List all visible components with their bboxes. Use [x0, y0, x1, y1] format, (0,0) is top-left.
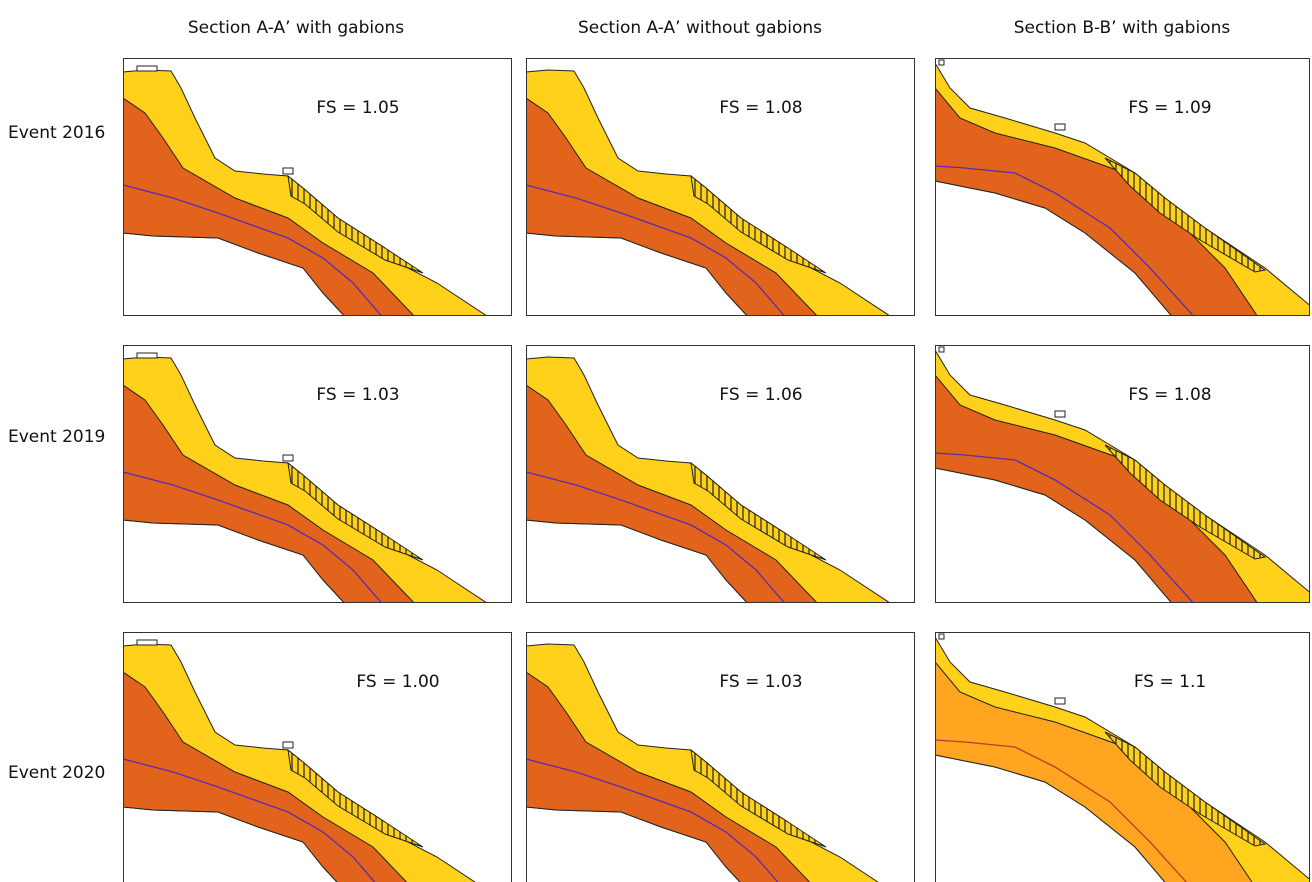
panel: FS = 1.00 — [123, 633, 512, 882]
factor-of-safety: FS = 1.1 — [1134, 672, 1206, 692]
factor-of-safety: FS = 1.08 — [719, 98, 802, 118]
panel: FS = 1.08 — [526, 59, 915, 321]
factor-of-safety: FS = 1.05 — [316, 98, 399, 118]
gabion — [1055, 124, 1065, 130]
factor-of-safety: FS = 1.03 — [719, 672, 802, 692]
panel: FS = 1.09 — [935, 59, 1312, 321]
panel: FS = 1.1 — [935, 633, 1312, 882]
gabion — [1055, 411, 1065, 417]
gabion — [283, 742, 293, 748]
gabion — [137, 353, 157, 358]
row-label: Event 2020 — [8, 763, 105, 783]
gabion — [939, 347, 944, 352]
factor-of-safety: FS = 1.00 — [356, 672, 439, 692]
figure: Section A-A’ with gabions Section A-A’ wi… — [0, 0, 1312, 882]
row-label: Event 2016 — [8, 123, 105, 143]
column-header: Section B-B’ with gabions — [1014, 18, 1231, 38]
row-label: Event 2019 — [8, 427, 105, 447]
factor-of-safety: FS = 1.06 — [719, 385, 802, 405]
gabion — [1055, 698, 1065, 704]
factor-of-safety: FS = 1.03 — [316, 385, 399, 405]
column-header: Section A-A’ without gabions — [578, 18, 822, 38]
panel: FS = 1.05 — [123, 59, 512, 321]
factor-of-safety: FS = 1.09 — [1128, 98, 1211, 118]
column-header: Section A-A’ with gabions — [188, 18, 404, 38]
panel: FS = 1.03 — [123, 346, 512, 608]
panel: FS = 1.08 — [935, 346, 1312, 608]
gabion — [939, 634, 944, 639]
gabion — [939, 60, 944, 65]
factor-of-safety: FS = 1.08 — [1128, 385, 1211, 405]
gabion — [283, 455, 293, 461]
panel: FS = 1.03 — [526, 633, 915, 882]
gabion — [137, 640, 157, 645]
gabion — [283, 168, 293, 174]
gabion — [137, 66, 157, 71]
panel: FS = 1.06 — [526, 346, 915, 608]
